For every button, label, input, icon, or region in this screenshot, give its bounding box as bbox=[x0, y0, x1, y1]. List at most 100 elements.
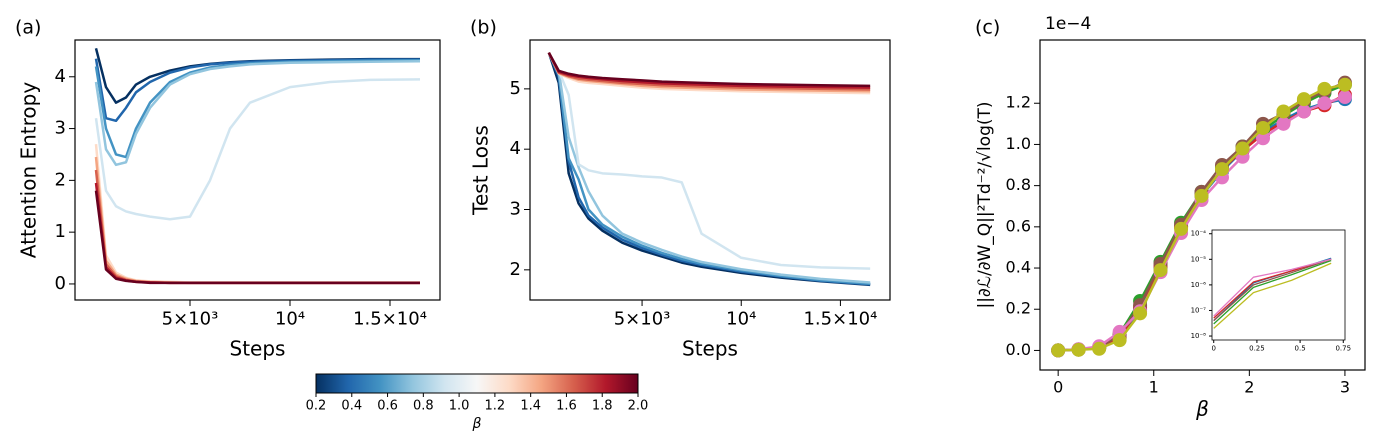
marker bbox=[1092, 341, 1107, 356]
x-tick-label: 10⁴ bbox=[275, 309, 305, 330]
series-line bbox=[94, 47, 420, 104]
y-axis-label: Attention Entropy bbox=[17, 82, 41, 259]
marker bbox=[1337, 77, 1352, 92]
colorbar-gradient bbox=[315, 373, 639, 394]
colorbar-tick-label: 1.6 bbox=[556, 399, 577, 414]
marker bbox=[1071, 342, 1086, 357]
series-line bbox=[1213, 259, 1332, 325]
colorbar-tick-label: 0.6 bbox=[377, 399, 398, 414]
series-line bbox=[547, 52, 871, 284]
x-tick-label: 1 bbox=[1149, 378, 1159, 397]
series-line bbox=[547, 52, 871, 270]
y-tick-label: 0.0 bbox=[1006, 340, 1031, 359]
x-tick-label: 0.5 bbox=[1295, 344, 1306, 352]
y-tick-label: 10⁻⁵ bbox=[1191, 255, 1207, 263]
colorbar-tick-label: 1.8 bbox=[592, 399, 613, 414]
x-tick-label: 3 bbox=[1340, 378, 1350, 397]
y-tick-label: 3 bbox=[55, 118, 66, 139]
colorbar-tick-label: 2.0 bbox=[628, 399, 649, 414]
panel-label: (b) bbox=[470, 17, 497, 39]
y-tick-label: 0.4 bbox=[1006, 258, 1031, 277]
colorbar-tick-label: 1.2 bbox=[485, 399, 506, 414]
marker bbox=[1235, 141, 1250, 156]
colorbar-tick-label: 0.8 bbox=[413, 399, 434, 414]
axes-frame bbox=[1039, 39, 1366, 371]
marker bbox=[1153, 263, 1168, 278]
colorbar-tick-label: 0.4 bbox=[341, 399, 362, 414]
x-tick-label: 2 bbox=[1244, 378, 1254, 397]
series-line bbox=[94, 169, 420, 285]
series-line bbox=[1213, 258, 1332, 317]
colorbar-tick-label: 1.0 bbox=[449, 399, 470, 414]
axes-frame bbox=[74, 39, 441, 301]
series-line bbox=[547, 52, 871, 95]
marker bbox=[1276, 104, 1291, 119]
x-axis-label: Steps bbox=[682, 337, 738, 361]
y-tick-label: 2 bbox=[55, 169, 66, 190]
x-tick-label: 0.25 bbox=[1249, 344, 1265, 352]
y-tick-label: 2 bbox=[510, 259, 521, 280]
marker bbox=[1256, 131, 1271, 146]
axes-frame bbox=[529, 39, 891, 301]
marker bbox=[1194, 188, 1209, 203]
y-tick-label: 10⁻⁷ bbox=[1191, 306, 1207, 314]
series-line bbox=[547, 52, 871, 88]
inset: 10⁻⁸ 10⁻⁷ 10⁻⁶ 10⁻⁵ 10⁻⁴ 0 0.25 0.5 0.75 bbox=[1191, 229, 1351, 352]
colorbar-label: β bbox=[472, 416, 482, 432]
colorbar-tick-label: 0.2 bbox=[306, 399, 327, 414]
marker bbox=[1112, 333, 1127, 348]
x-tick-label: 0.75 bbox=[1335, 344, 1351, 352]
series-line bbox=[1213, 258, 1332, 322]
x-axis-label: Steps bbox=[230, 337, 286, 361]
x-tick-label: 5×10³ bbox=[614, 309, 671, 330]
x-tick-label: 1.5×10⁴ bbox=[353, 309, 427, 330]
y-tick-label: 1 bbox=[55, 221, 66, 242]
marker bbox=[1337, 90, 1352, 105]
x-tick-label: 0 bbox=[1211, 344, 1215, 352]
series-line bbox=[1213, 262, 1332, 329]
panel: 2 3 4 5 5×10³ 10⁴ 1.5×10⁴ (b) Test Loss Steps bbox=[469, 17, 891, 361]
y-tick-label: 10⁻⁸ bbox=[1191, 332, 1207, 340]
marker bbox=[1174, 221, 1189, 236]
panel: 0 1 2 3 4 5×10³ 10⁴ 1.5×10⁴ (a) Attention Entropy… bbox=[15, 17, 441, 361]
marker bbox=[1296, 92, 1311, 107]
y-tick-label: 0.8 bbox=[1006, 175, 1031, 194]
series-line bbox=[94, 143, 420, 284]
y-tick-label: 4 bbox=[510, 138, 521, 159]
series-line bbox=[94, 59, 421, 167]
x-tick-label: 0 bbox=[1053, 378, 1063, 397]
series-line bbox=[94, 190, 420, 285]
series-line bbox=[94, 182, 420, 285]
panel-label: (a) bbox=[15, 17, 41, 39]
series-line bbox=[1213, 258, 1332, 319]
panel-label: (c) bbox=[975, 17, 1000, 39]
marker bbox=[1133, 306, 1148, 321]
y-tick-label: 10⁻⁴ bbox=[1191, 230, 1207, 238]
series-line bbox=[94, 156, 420, 285]
marker bbox=[1051, 343, 1066, 358]
marker bbox=[1317, 96, 1332, 111]
colorbar-tick-label: 1.4 bbox=[520, 399, 541, 414]
x-tick-label: 10⁴ bbox=[726, 309, 756, 330]
marker bbox=[1256, 120, 1271, 135]
x-axis-label: β bbox=[1195, 397, 1209, 421]
colorbar: 0.2 0.4 0.6 0.8 1.0 1.2 1.4 1.6 1.8 2.0 β bbox=[306, 373, 649, 432]
marker bbox=[1317, 81, 1332, 96]
x-tick-label: 5×10³ bbox=[162, 309, 219, 330]
marker bbox=[1215, 162, 1229, 177]
series-line bbox=[94, 58, 421, 159]
y-axis-label: Test Loss bbox=[469, 125, 493, 216]
series-line bbox=[94, 78, 421, 221]
y-axis-label: ||∂ℒ/∂W_Q||²Td⁻²/√log(T) bbox=[975, 101, 995, 308]
offset-label: 1e−4 bbox=[1045, 14, 1091, 34]
y-tick-label: 1.0 bbox=[1006, 134, 1031, 153]
y-tick-label: 0 bbox=[55, 273, 66, 294]
y-tick-label: 1.2 bbox=[1006, 93, 1031, 112]
y-tick-label: 0.2 bbox=[1006, 299, 1031, 318]
y-tick-label: 4 bbox=[55, 66, 66, 87]
series-line bbox=[547, 52, 871, 91]
panel: 0.0 0.2 0.4 0.6 0.8 1.0 1.2 0 1 2 3 (c) ||∂ℒ/∂W_Q||²… bbox=[975, 14, 1366, 421]
y-tick-label: 0.6 bbox=[1006, 216, 1031, 235]
marker bbox=[1276, 116, 1291, 131]
